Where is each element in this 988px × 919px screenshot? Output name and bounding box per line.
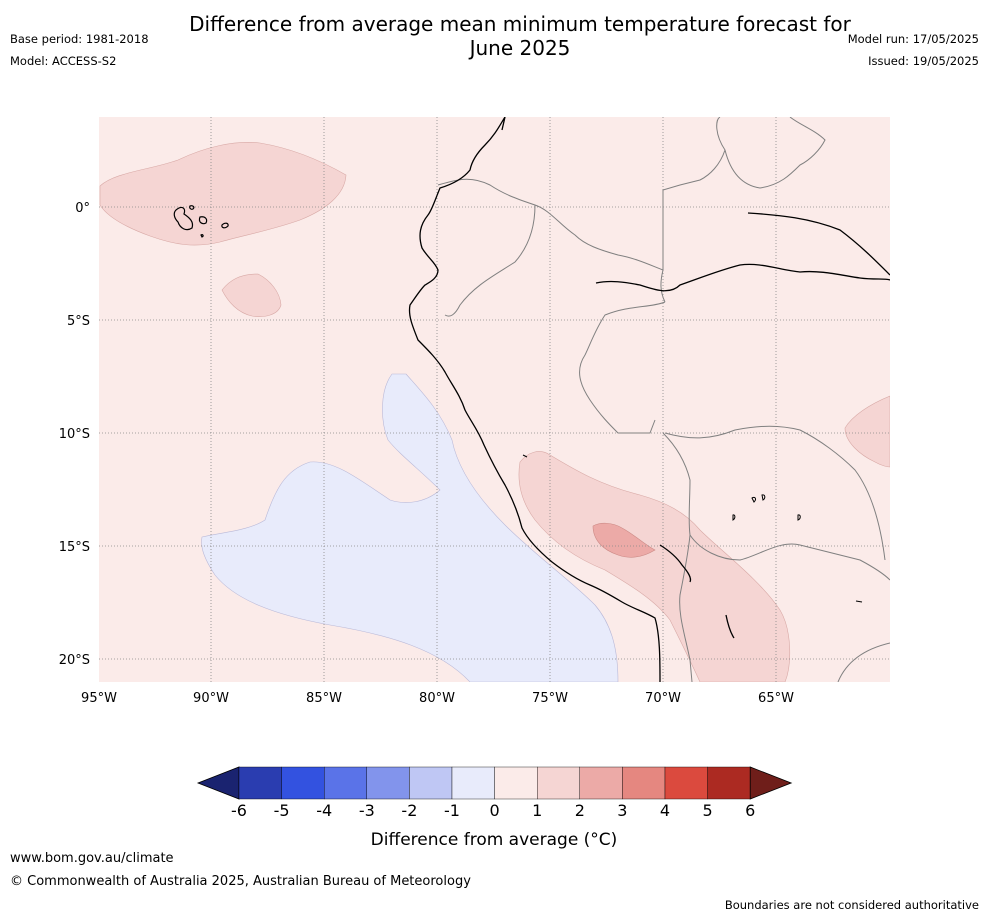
colorbar-bin (281, 766, 325, 800)
anomaly-region-altiplano (518, 451, 791, 682)
meta-right: Model run: 17/05/2025 Issued: 19/05/2025 (848, 28, 979, 72)
lat-tick: 15°S (59, 540, 90, 555)
meta-left: Base period: 1981-2018 Model: ACCESS-S2 (10, 28, 149, 72)
lon-tick: 80°W (419, 691, 455, 706)
country-borders (437, 117, 890, 682)
colorbar-bin (494, 766, 538, 800)
issued-date: Issued: 19/05/2025 (868, 54, 979, 68)
colorbar-bin (238, 766, 282, 800)
model-run: Model run: 17/05/2025 (847, 32, 979, 46)
base-period: Base period: 1981-2018 (10, 32, 149, 46)
anomaly-region-small (221, 273, 282, 317)
anomaly-region-galapagos (99, 142, 347, 246)
colorbar-extend-high (749, 766, 793, 800)
galapagos-islands (173, 205, 229, 238)
colorbar-bin (664, 766, 708, 800)
colorbar-bin (622, 766, 666, 800)
colorbar-tick: -5 (274, 801, 290, 820)
lat-tick: 10°S (59, 427, 90, 442)
map-title: Difference from average mean minimum tem… (150, 12, 890, 60)
colorbar-bin (324, 766, 368, 800)
lon-tick: 75°W (532, 691, 568, 706)
colorbar-bin (537, 766, 581, 800)
colorbar-tick: 3 (617, 801, 627, 820)
colorbar-tick: 1 (532, 801, 542, 820)
colorbar: -6 -5 -4 -3 -2 -1 0 1 2 3 4 5 6 (196, 766, 793, 820)
lat-tick-labels: 0° 5°S 10°S 15°S 20°S (59, 201, 90, 668)
anomaly-region-east (844, 395, 890, 468)
colorbar-bin (409, 766, 453, 800)
lat-tick: 0° (75, 201, 90, 216)
colorbar-tick: -6 (231, 801, 247, 820)
colorbar-bin (579, 766, 623, 800)
coastline (408, 117, 890, 682)
colorbar-label: Difference from average (°C) (371, 830, 618, 850)
lon-tick-labels: 95°W 90°W 85°W 80°W 75°W 70°W 65°W (81, 691, 794, 706)
colorbar-tick: 2 (575, 801, 585, 820)
colorbar-bin (707, 766, 751, 800)
lon-tick: 95°W (81, 691, 117, 706)
colorbar-tick: -2 (401, 801, 417, 820)
title-line-2: June 2025 (469, 36, 571, 60)
anomaly-region-2-3 (592, 522, 656, 558)
footer-copyright: © Commonwealth of Australia 2025, Austra… (10, 874, 471, 889)
colorbar-tick: 5 (703, 801, 713, 820)
graticule (99, 117, 890, 682)
colorbar-extend-low (196, 766, 240, 800)
colorbar-tick: -3 (359, 801, 375, 820)
colorbar-bin (366, 766, 410, 800)
footer-url: www.bom.gov.au/climate (10, 851, 174, 866)
lon-tick: 65°W (758, 691, 794, 706)
lat-tick: 20°S (59, 653, 90, 668)
colorbar-tick: -4 (316, 801, 332, 820)
lat-tick: 5°S (67, 314, 90, 329)
lon-tick: 70°W (645, 691, 681, 706)
colorbar-tick: 4 (660, 801, 670, 820)
lakes (522, 454, 863, 603)
map-area (99, 117, 890, 682)
lon-tick: 90°W (193, 691, 229, 706)
anomaly-region-negative (201, 373, 619, 682)
lon-tick: 85°W (306, 691, 342, 706)
title-line-1: Difference from average mean minimum tem… (189, 12, 851, 36)
model-name: Model: ACCESS-S2 (10, 54, 117, 68)
footer-note: Boundaries are not considered authoritat… (724, 898, 979, 912)
colorbar-tick: -1 (444, 801, 460, 820)
colorbar-bin (451, 766, 495, 800)
colorbar-tick: 6 (745, 801, 755, 820)
colorbar-tick: 0 (490, 801, 500, 820)
